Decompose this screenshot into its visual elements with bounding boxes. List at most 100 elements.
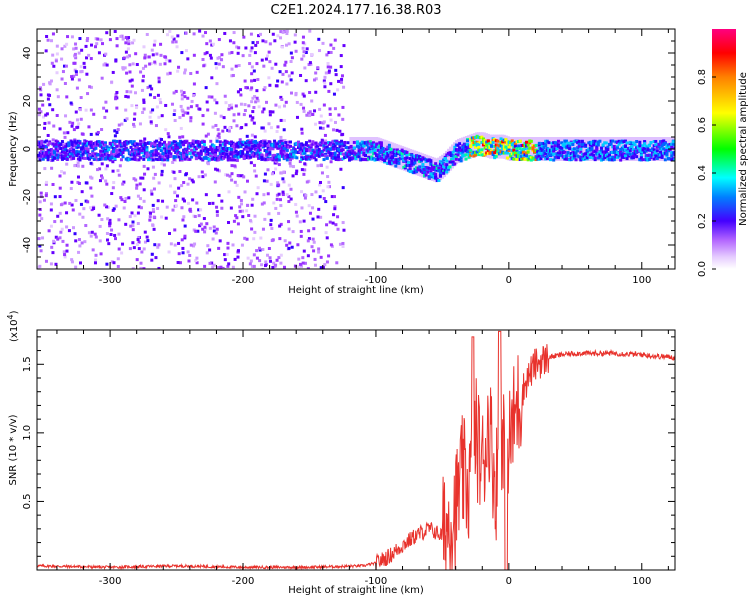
heatmap-cell [193, 145, 197, 149]
heatmap-cell [499, 144, 503, 148]
heatmap-cell [317, 147, 321, 151]
heatmap-cell [659, 140, 663, 144]
heatmap-cell [295, 115, 299, 119]
heatmap-cell [256, 99, 260, 103]
heatmap-cell [73, 52, 77, 56]
y-tick-label: 20 [22, 95, 33, 108]
heatmap-cell [478, 136, 482, 140]
heatmap-cell [252, 154, 256, 158]
heatmap-cell [199, 149, 203, 153]
heatmap-cell [217, 146, 221, 150]
heatmap-cell [268, 110, 272, 114]
heatmap-cell [318, 183, 322, 187]
heatmap-cell [183, 234, 187, 238]
heatmap-cell [186, 157, 190, 161]
heatmap-cell [54, 262, 58, 266]
heatmap-cell [608, 142, 612, 146]
heatmap-cell [190, 155, 194, 159]
heatmap-cell [547, 148, 551, 152]
heatmap-cell [124, 142, 128, 146]
heatmap-cell [272, 201, 276, 205]
heatmap-cell [654, 143, 658, 147]
heatmap-cell [251, 110, 255, 114]
heatmap-cell [96, 130, 100, 134]
heatmap-cell [265, 142, 269, 146]
heatmap-cell [219, 265, 223, 269]
heatmap-cell [240, 126, 244, 130]
heatmap-cell [222, 149, 226, 153]
heatmap-cell [252, 152, 256, 156]
heatmap-cell [164, 143, 168, 147]
heatmap-cell [273, 142, 277, 146]
y-tick-label: 40 [22, 47, 33, 60]
heatmap-cell [400, 150, 404, 154]
heatmap-cell [247, 156, 251, 160]
heatmap-cell [461, 150, 465, 154]
heatmap-cell [426, 166, 430, 170]
heatmap-cell [233, 154, 237, 158]
heatmap-cell [608, 137, 612, 161]
heatmap-cell [322, 141, 326, 145]
heatmap-cell [126, 158, 130, 162]
heatmap-cell [80, 190, 84, 194]
heatmap-cell [289, 144, 293, 148]
heatmap-cell [285, 43, 289, 47]
heatmap-cell [81, 164, 85, 168]
heatmap-cell [285, 156, 289, 160]
heatmap-cell [59, 230, 63, 234]
heatmap-cell [303, 155, 307, 159]
heatmap-cell [365, 140, 369, 144]
heatmap-cell [269, 157, 273, 161]
heatmap-cell [63, 44, 67, 48]
heatmap-cell [156, 158, 160, 162]
heatmap-cell [370, 142, 374, 146]
heatmap-cell [70, 124, 74, 128]
heatmap-cell [477, 153, 481, 157]
heatmap-cell [275, 193, 279, 197]
heatmap-cell [504, 145, 508, 149]
heatmap-cell [217, 132, 221, 136]
heatmap-cell [314, 71, 318, 75]
heatmap-cell [277, 140, 281, 144]
heatmap-cell [483, 146, 487, 150]
heatmap-cell [105, 164, 109, 168]
heatmap-cell [98, 179, 102, 183]
heatmap-cell [651, 152, 655, 156]
heatmap-cell [42, 115, 46, 119]
heatmap-cell [318, 126, 322, 130]
heatmap-cell [127, 54, 131, 58]
heatmap-cell [292, 153, 296, 157]
heatmap-cell [587, 153, 591, 157]
heatmap-cell [253, 152, 257, 156]
heatmap-cell [308, 139, 312, 143]
heatmap-cell [188, 157, 192, 161]
heatmap-cell [631, 148, 635, 152]
heatmap-cell [392, 151, 396, 155]
heatmap-cell [356, 140, 359, 144]
heatmap-cell [308, 29, 312, 33]
heatmap-cell [646, 148, 650, 152]
heatmap-cell [486, 149, 490, 153]
heatmap-cell [81, 215, 85, 219]
heatmap-cell [289, 158, 293, 162]
heatmap-cell [371, 152, 375, 156]
heatmap-cell [550, 151, 554, 155]
heatmap-cell [54, 142, 58, 146]
heatmap-cell [293, 33, 297, 37]
heatmap-cell [271, 156, 275, 160]
heatmap-cell [61, 239, 65, 243]
heatmap-cell [215, 147, 219, 151]
heatmap-cell [614, 150, 618, 154]
heatmap-cell [474, 153, 478, 157]
heatmap-cell [214, 231, 218, 235]
heatmap-cell [54, 235, 58, 239]
heatmap-cell [183, 95, 187, 99]
heatmap-cell [643, 147, 647, 151]
heatmap-cell [644, 157, 648, 161]
heatmap-cell [320, 153, 324, 157]
heatmap-cell [504, 138, 508, 142]
heatmap-cell [186, 57, 190, 61]
heatmap-cell [536, 150, 540, 154]
heatmap-cell [220, 146, 224, 150]
heatmap-cell [140, 149, 144, 153]
